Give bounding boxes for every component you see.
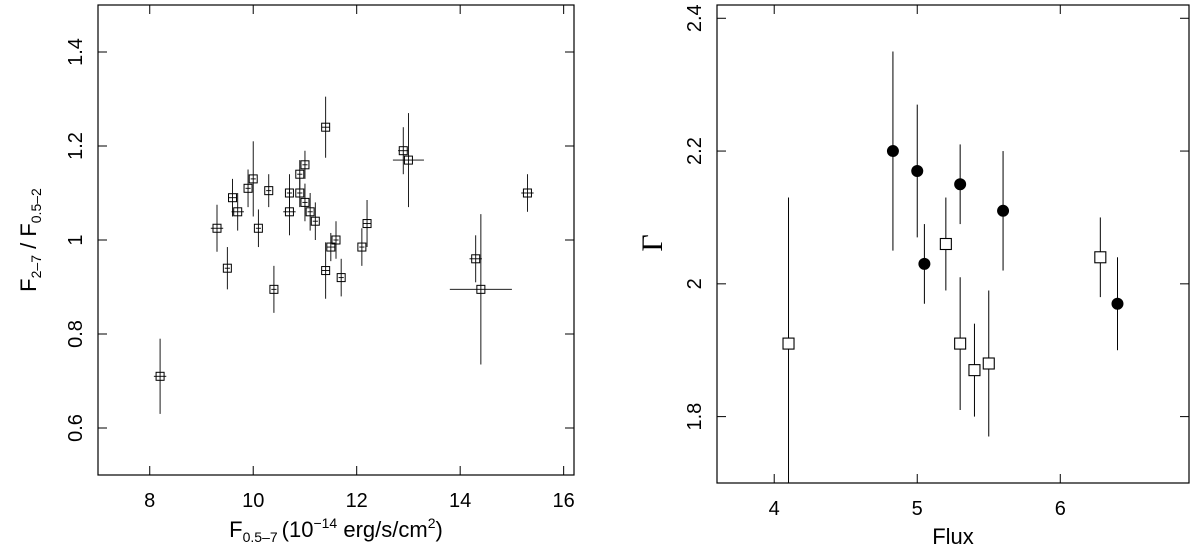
right-y-tick-label: 2.4 bbox=[684, 4, 706, 32]
right-y-tick-label: 1.8 bbox=[684, 403, 706, 431]
left-x-tick-label: 16 bbox=[553, 490, 575, 512]
left-x-tick-label: 8 bbox=[144, 490, 155, 512]
left-data-point bbox=[403, 155, 413, 165]
left-x-title-main: F bbox=[229, 517, 242, 542]
left-y-axis-title: F2–7 / F0.5–2 bbox=[16, 188, 44, 292]
left-data-point bbox=[284, 207, 294, 217]
left-data-point bbox=[476, 284, 486, 294]
left-x-tick-label: 12 bbox=[346, 490, 368, 512]
right-filled-point bbox=[1111, 297, 1124, 310]
left-data-point bbox=[248, 174, 258, 184]
left-data-point bbox=[321, 266, 331, 276]
left-data-point bbox=[362, 219, 372, 229]
left-data-point bbox=[471, 254, 481, 264]
right-filled-point bbox=[997, 204, 1010, 217]
left-data-point bbox=[300, 160, 310, 170]
right-open-point bbox=[954, 337, 967, 350]
right-open-point bbox=[968, 364, 981, 377]
left-data-point bbox=[310, 216, 320, 226]
left-data-point bbox=[300, 197, 310, 207]
left-data-point bbox=[305, 207, 315, 217]
right-filled-point bbox=[918, 257, 931, 270]
left-data-point bbox=[321, 122, 331, 132]
left-x-tick-label: 10 bbox=[242, 490, 264, 512]
left-ticks: 8 10 12 14 16 0.6 0.8 1 1.2 1.4 bbox=[65, 5, 575, 512]
right-x-axis-title: Flux bbox=[932, 524, 974, 549]
right-open-point bbox=[982, 357, 995, 370]
left-data-point bbox=[243, 183, 253, 193]
right-panel: 4 5 6 1.8 2 2.2 2.4 Flux Γ bbox=[636, 4, 1190, 549]
left-data-marks bbox=[153, 96, 534, 414]
left-y-title-a: F bbox=[16, 278, 41, 291]
left-x-title-sub: 0.5–7 bbox=[243, 529, 278, 545]
left-y-tick-label: 0.8 bbox=[65, 320, 87, 348]
right-data-marks bbox=[782, 51, 1124, 483]
left-data-point bbox=[228, 193, 238, 203]
left-data-point bbox=[253, 223, 263, 233]
right-x-tick-label: 4 bbox=[769, 498, 780, 520]
left-data-point bbox=[522, 188, 532, 198]
left-y-title-a-sub: 2–7 bbox=[28, 255, 44, 279]
left-y-tick-label: 0.6 bbox=[65, 414, 87, 442]
right-ticks: 4 5 6 1.8 2 2.2 2.4 bbox=[684, 4, 1189, 520]
right-filled-point bbox=[886, 145, 899, 158]
left-data-point bbox=[336, 273, 346, 283]
left-y-title-sep: / F bbox=[16, 223, 41, 255]
left-data-point bbox=[222, 263, 232, 273]
right-filled-point bbox=[954, 178, 967, 191]
left-x-title-unit-sup2: 2 bbox=[428, 515, 436, 531]
left-y-tick-label: 1.2 bbox=[65, 132, 87, 160]
left-data-point bbox=[212, 223, 222, 233]
left-data-point bbox=[155, 371, 165, 381]
left-data-point bbox=[398, 146, 408, 156]
right-open-point bbox=[782, 337, 795, 350]
left-x-axis-title: F0.5–7 (10−14 erg/s/cm2) bbox=[229, 515, 443, 545]
left-data-point bbox=[264, 186, 274, 196]
right-x-tick-label: 5 bbox=[912, 498, 923, 520]
left-x-title-unit-mid: erg/s/cm bbox=[337, 517, 427, 542]
left-x-tick-label: 14 bbox=[449, 490, 471, 512]
right-y-tick-label: 2 bbox=[684, 278, 706, 289]
right-x-tick-label: 6 bbox=[1055, 498, 1066, 520]
right-y-axis-title: Γ bbox=[636, 234, 669, 251]
left-x-title-unit-post: ) bbox=[435, 517, 442, 542]
right-open-point bbox=[939, 237, 952, 251]
left-data-point bbox=[331, 235, 341, 245]
left-x-title-unit-pre: (10 bbox=[282, 517, 314, 542]
left-data-point bbox=[295, 188, 305, 198]
left-data-point bbox=[326, 242, 336, 252]
right-open-point bbox=[1094, 251, 1107, 264]
left-data-point bbox=[269, 284, 279, 294]
right-filled-point bbox=[911, 164, 924, 177]
left-x-title-unit-sup: −14 bbox=[313, 515, 337, 531]
left-y-tick-label: 1 bbox=[65, 234, 87, 245]
left-y-title-b-sub: 0.5–2 bbox=[28, 188, 44, 223]
left-y-tick-label: 1.4 bbox=[65, 38, 87, 66]
right-y-tick-label: 2.2 bbox=[684, 137, 706, 165]
right-plot-frame bbox=[716, 4, 1190, 484]
left-panel: 8 10 12 14 160.60.811.21.4 F0.5–7 (10−14 erg/… bbox=[16, 4, 575, 545]
left-data-point bbox=[233, 207, 243, 217]
left-data-point bbox=[295, 169, 305, 179]
left-data-point bbox=[357, 242, 367, 252]
